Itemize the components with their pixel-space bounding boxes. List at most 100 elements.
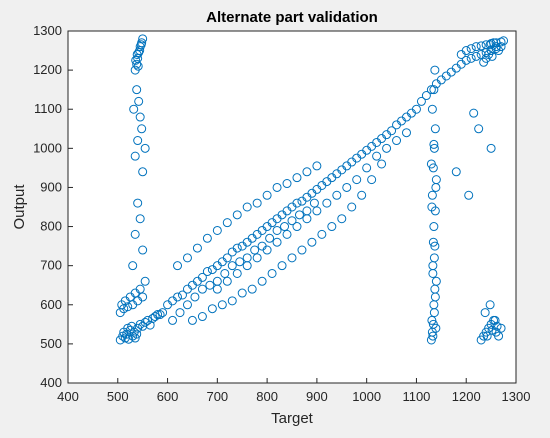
data-point xyxy=(429,139,439,149)
data-point xyxy=(237,288,247,298)
data-point xyxy=(132,49,142,59)
data-point xyxy=(347,202,357,212)
data-point xyxy=(431,175,441,185)
data-point xyxy=(135,214,145,224)
data-point xyxy=(474,124,484,134)
data-point xyxy=(357,190,367,200)
data-point xyxy=(212,225,222,235)
data-point xyxy=(187,315,197,325)
data-point xyxy=(362,163,372,173)
data-point xyxy=(485,300,495,310)
data-point xyxy=(137,124,147,134)
data-point xyxy=(133,198,143,208)
data-point xyxy=(430,284,440,294)
data-point xyxy=(197,272,207,282)
data-point xyxy=(205,280,215,290)
x-tick-label: 900 xyxy=(306,389,328,404)
data-point xyxy=(466,53,476,63)
data-point xyxy=(427,104,437,114)
data-point xyxy=(232,268,242,278)
data-point xyxy=(482,331,492,341)
data-point xyxy=(411,104,421,114)
data-point xyxy=(138,292,148,302)
axes-box xyxy=(67,30,517,384)
data-point xyxy=(136,40,146,50)
chart-title: Alternate part validation xyxy=(206,9,378,26)
data-point xyxy=(267,268,277,278)
data-point xyxy=(287,253,297,263)
data-point xyxy=(485,40,495,50)
data-point xyxy=(232,243,242,253)
data-point xyxy=(426,85,436,95)
data-point xyxy=(499,36,509,46)
data-point xyxy=(429,143,439,153)
data-point xyxy=(252,198,262,208)
data-point xyxy=(367,175,377,185)
data-point xyxy=(302,167,312,177)
data-point xyxy=(133,61,143,71)
data-point xyxy=(265,233,275,243)
data-point xyxy=(377,159,387,169)
data-point xyxy=(257,276,267,286)
y-tick-label: 900 xyxy=(40,179,62,194)
data-point xyxy=(138,34,148,44)
data-point xyxy=(175,308,185,318)
data-point xyxy=(190,292,200,302)
y-tick-label: 400 xyxy=(40,375,62,390)
data-point xyxy=(292,198,302,208)
data-point xyxy=(372,151,382,161)
data-point xyxy=(192,243,202,253)
data-point xyxy=(262,245,272,255)
data-point xyxy=(232,210,242,220)
data-point xyxy=(287,216,297,226)
data-point xyxy=(153,310,163,320)
x-tick-label: 700 xyxy=(206,389,228,404)
data-point xyxy=(479,57,489,67)
data-point xyxy=(123,302,133,312)
data-point xyxy=(272,182,282,192)
data-point xyxy=(426,159,436,169)
data-point xyxy=(392,136,402,146)
data-point xyxy=(430,241,440,251)
data-point xyxy=(202,267,212,277)
data-point xyxy=(487,51,497,61)
x-tick-label: 600 xyxy=(157,389,179,404)
data-point xyxy=(461,55,471,65)
data-point xyxy=(135,112,145,122)
data-point xyxy=(464,190,474,200)
data-point xyxy=(337,214,347,224)
data-point xyxy=(132,85,142,95)
data-point xyxy=(130,229,140,239)
data-point xyxy=(429,85,439,95)
data-point xyxy=(173,292,183,302)
y-tick-label: 1200 xyxy=(33,62,62,77)
data-point xyxy=(140,143,150,153)
data-point xyxy=(282,179,292,189)
data-point xyxy=(429,300,439,310)
data-point xyxy=(428,237,438,247)
y-tick-label: 700 xyxy=(40,258,62,273)
data-point xyxy=(451,167,461,177)
data-point xyxy=(430,124,440,134)
data-point xyxy=(427,315,437,325)
plot-area xyxy=(68,31,516,383)
data-point xyxy=(480,308,490,318)
data-point xyxy=(129,104,139,114)
data-point xyxy=(127,321,137,331)
data-point xyxy=(427,190,437,200)
data-point xyxy=(486,39,496,49)
data-point xyxy=(145,320,155,330)
data-point xyxy=(134,96,144,106)
data-point xyxy=(135,284,145,294)
data-point xyxy=(471,51,481,61)
data-point xyxy=(222,253,232,263)
data-point xyxy=(227,261,237,271)
data-point xyxy=(197,284,207,294)
data-point xyxy=(168,315,178,325)
data-point xyxy=(227,296,237,306)
data-point xyxy=(469,108,479,118)
data-point xyxy=(476,41,486,51)
y-axis-label: Output xyxy=(11,184,28,230)
data-point xyxy=(133,136,143,146)
